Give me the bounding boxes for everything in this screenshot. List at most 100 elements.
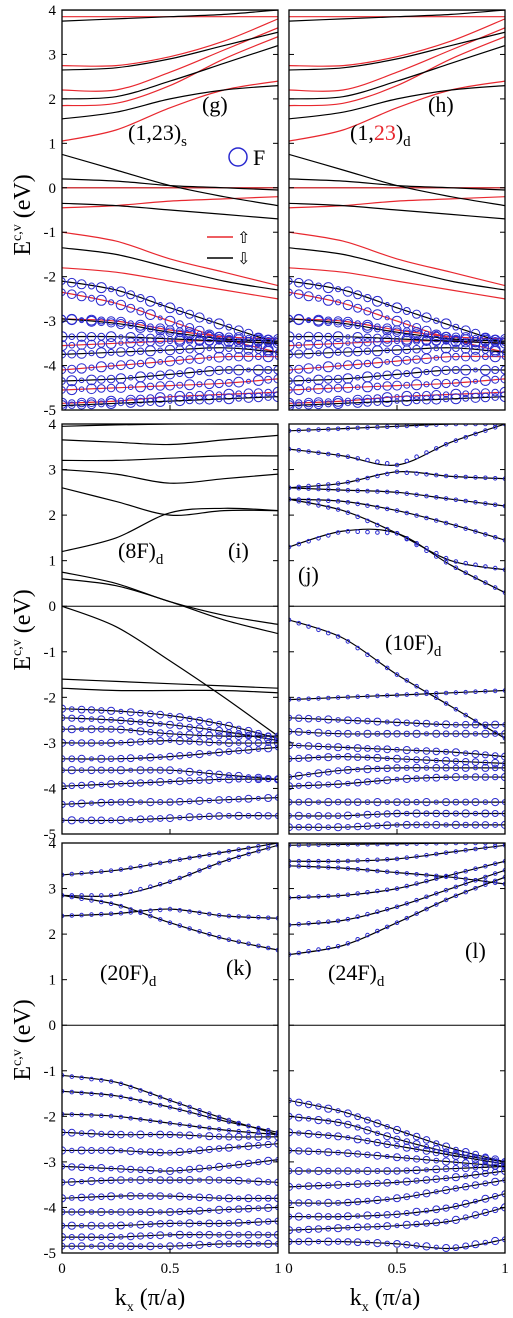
panel-j-f-marker [316, 450, 321, 456]
panel-k-f-marker [205, 1219, 214, 1228]
panel-j-f-marker [432, 809, 441, 818]
panel-j-f-marker [294, 727, 303, 736]
panel-k-f-marker [79, 1090, 84, 1096]
panel-i-f-marker [176, 752, 184, 760]
panel-g-f-marker [146, 382, 155, 391]
panel-k-f-marker [87, 1233, 96, 1241]
panel-k-f-marker [244, 1159, 253, 1168]
panel-j-f-marker [462, 750, 469, 757]
panel-h-f-marker [289, 340, 295, 352]
panel-k-f-marker [156, 1231, 165, 1240]
panel-j-f-marker [365, 652, 370, 658]
panel-h-f-marker [354, 320, 361, 327]
panel-j-f-marker [414, 513, 419, 518]
panel-k-f-marker [99, 1092, 104, 1097]
panel-j-f-marker [483, 532, 488, 537]
panel-g-series-0-band-3 [62, 36, 278, 107]
panel-j-f-marker [492, 821, 499, 828]
panel-l-f-marker [452, 1165, 460, 1172]
panel-k-f-marker [207, 852, 212, 857]
panel-i-f-marker [97, 816, 106, 825]
panel-i-f-marker [224, 738, 233, 748]
panel-i-ytick-label: -2 [44, 690, 57, 706]
panel-i-f-marker [234, 811, 243, 820]
panel-g-f-marker [62, 331, 68, 343]
panel-g-f-marker [76, 331, 87, 342]
panel-l-f-marker [463, 889, 469, 895]
panel-j-f-marker [412, 763, 421, 773]
panel-j-f-marker [296, 498, 302, 504]
panel-i-f-marker [166, 730, 174, 738]
panel-i-f-marker [235, 776, 242, 783]
panel-k-f-marker [176, 1208, 184, 1216]
panel-j-f-marker [463, 526, 469, 531]
panel-g-f-marker [67, 349, 77, 359]
panel-l-f-marker [482, 1239, 489, 1246]
panel-j-f-marker [424, 493, 429, 499]
panel-j-f-marker [403, 764, 410, 771]
panel-j-f-marker [316, 486, 321, 492]
panel-j-f-marker [473, 500, 478, 505]
panel-i-f-marker [78, 726, 85, 732]
panel-i-f-marker [186, 723, 194, 731]
panel-l-f-marker [394, 1179, 400, 1186]
panel-j-f-marker [442, 809, 450, 818]
panel-h-f-marker [433, 317, 440, 324]
panel-j-f-marker [365, 475, 370, 481]
panel-j-f-marker [304, 754, 313, 762]
panel-l-f-marker [404, 843, 410, 846]
panel-j-f-marker [344, 824, 351, 830]
panel-j-f-marker [414, 424, 419, 428]
panel-j-f-marker [491, 720, 500, 729]
panel-l-f-marker [314, 1166, 323, 1176]
panel-j-f-marker [443, 560, 449, 565]
panel-j-f-marker [492, 585, 498, 590]
panel-g-f-marker [167, 335, 173, 342]
panel-k-f-marker [138, 1098, 143, 1104]
panel-k-f-marker [128, 910, 133, 915]
panel-k-f-marker [62, 1222, 66, 1229]
panel-l-f-marker [461, 1164, 470, 1173]
panel-j-f-marker [375, 424, 380, 430]
panel-k-f-marker [118, 1081, 124, 1087]
panel-j-f-marker [355, 514, 361, 520]
panel-l-f-marker [384, 1154, 390, 1159]
panel-g-f-marker [252, 334, 264, 346]
panel-l-f-marker [353, 1135, 362, 1144]
panel-k-f-marker [254, 1217, 263, 1226]
panel-i-f-marker [225, 729, 233, 736]
panel-k-f-marker [166, 1167, 174, 1175]
panel-g-series-1-band-1 [62, 10, 278, 22]
panel-l-f-marker [462, 1173, 469, 1179]
panel-l-f-marker [414, 911, 419, 916]
panel-k-f-marker [177, 908, 183, 913]
panel-h-f-marker [411, 367, 423, 379]
panel-j-f-marker [365, 457, 370, 463]
panel-l-f-marker [471, 1211, 480, 1219]
panel-l-f-marker [412, 1166, 421, 1175]
panel-l-f-marker [434, 851, 439, 857]
panel-k-f-marker [117, 1176, 125, 1184]
panel-g-f-marker [184, 379, 196, 391]
panel-g-f-marker [146, 397, 155, 406]
panel-i-f-marker [157, 799, 164, 806]
panel-j-f-marker [365, 529, 370, 535]
panel-g-f-marker [76, 399, 87, 410]
panel-i-f-marker [186, 751, 193, 759]
panel-h-f-marker [433, 355, 440, 361]
panel-l-f-marker [305, 1213, 312, 1220]
panel-l-f-marker [304, 1199, 313, 1207]
panel-j-f-marker [432, 729, 441, 738]
panel-j-f-marker [483, 580, 488, 585]
panel-h-f-marker [491, 388, 500, 397]
panel-j-f-marker [433, 721, 440, 727]
panel-i-f-marker [235, 747, 243, 755]
panel-k-ytick-label: -4 [44, 1200, 57, 1216]
panel-h-f-marker [324, 332, 333, 341]
panel-g-ytick-label: 0 [49, 181, 57, 197]
panel-k-f-marker [226, 849, 232, 854]
panel-l-f-marker [423, 1167, 430, 1173]
panel-i-f-marker [176, 797, 184, 806]
panel-g-series-1-band-3 [62, 45, 278, 100]
panel-l-f-marker [365, 867, 370, 873]
